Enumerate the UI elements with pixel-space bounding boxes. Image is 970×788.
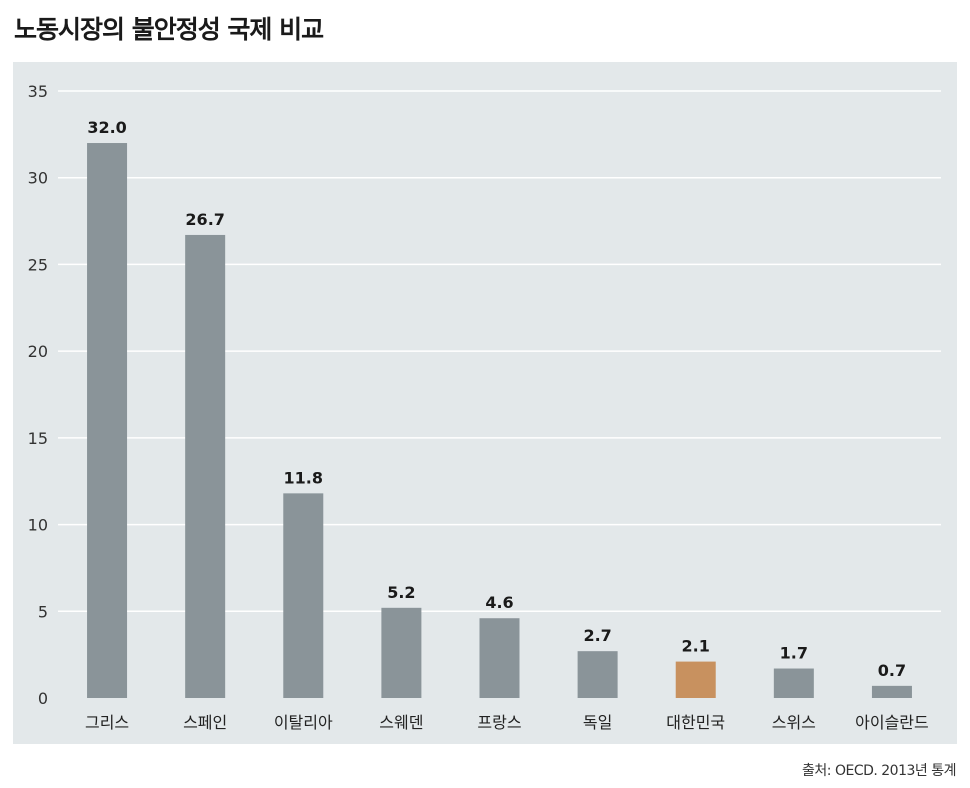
source-note: 출처: OECD. 2013년 통계 (802, 763, 956, 779)
x-tick-label: 이탈리아 (274, 713, 333, 732)
y-tick-label: 5 (38, 602, 48, 621)
x-tick-label: 그리스 (85, 713, 129, 732)
x-tick-label: 독일 (583, 713, 612, 732)
bar (871, 685, 912, 698)
x-tick-label: 스페인 (183, 713, 227, 732)
data-label: 5.2 (387, 583, 415, 602)
data-label: 2.1 (682, 637, 710, 656)
y-tick-label: 20 (28, 342, 48, 361)
x-tick-label: 스웨덴 (379, 713, 423, 732)
x-tick-label: 스위스 (772, 713, 816, 732)
y-tick-label: 0 (38, 689, 48, 708)
bar (87, 143, 128, 698)
bar-highlight (675, 661, 716, 698)
bar (773, 668, 814, 698)
data-label: 4.6 (485, 593, 513, 612)
chart-title: 노동시장의 불안정성 국제 비교 (14, 15, 324, 44)
bar (283, 493, 324, 698)
x-tick-label: 프랑스 (477, 713, 521, 732)
bar (381, 607, 422, 698)
y-tick-label: 25 (28, 255, 48, 274)
data-label: 1.7 (780, 644, 808, 663)
bar (479, 618, 520, 698)
x-tick-label: 대한민국 (666, 713, 725, 732)
bar (577, 651, 618, 698)
data-label: 26.7 (185, 210, 224, 229)
bar (185, 234, 226, 698)
data-label: 2.7 (583, 626, 611, 645)
data-label: 0.7 (878, 661, 906, 680)
y-tick-label: 10 (28, 516, 48, 535)
y-tick-label: 35 (28, 82, 48, 101)
x-tick-label: 아이슬란드 (855, 713, 929, 732)
y-tick-label: 15 (28, 429, 48, 448)
data-label: 32.0 (87, 118, 126, 137)
data-label: 11.8 (284, 468, 323, 487)
y-tick-label: 30 (28, 169, 48, 188)
